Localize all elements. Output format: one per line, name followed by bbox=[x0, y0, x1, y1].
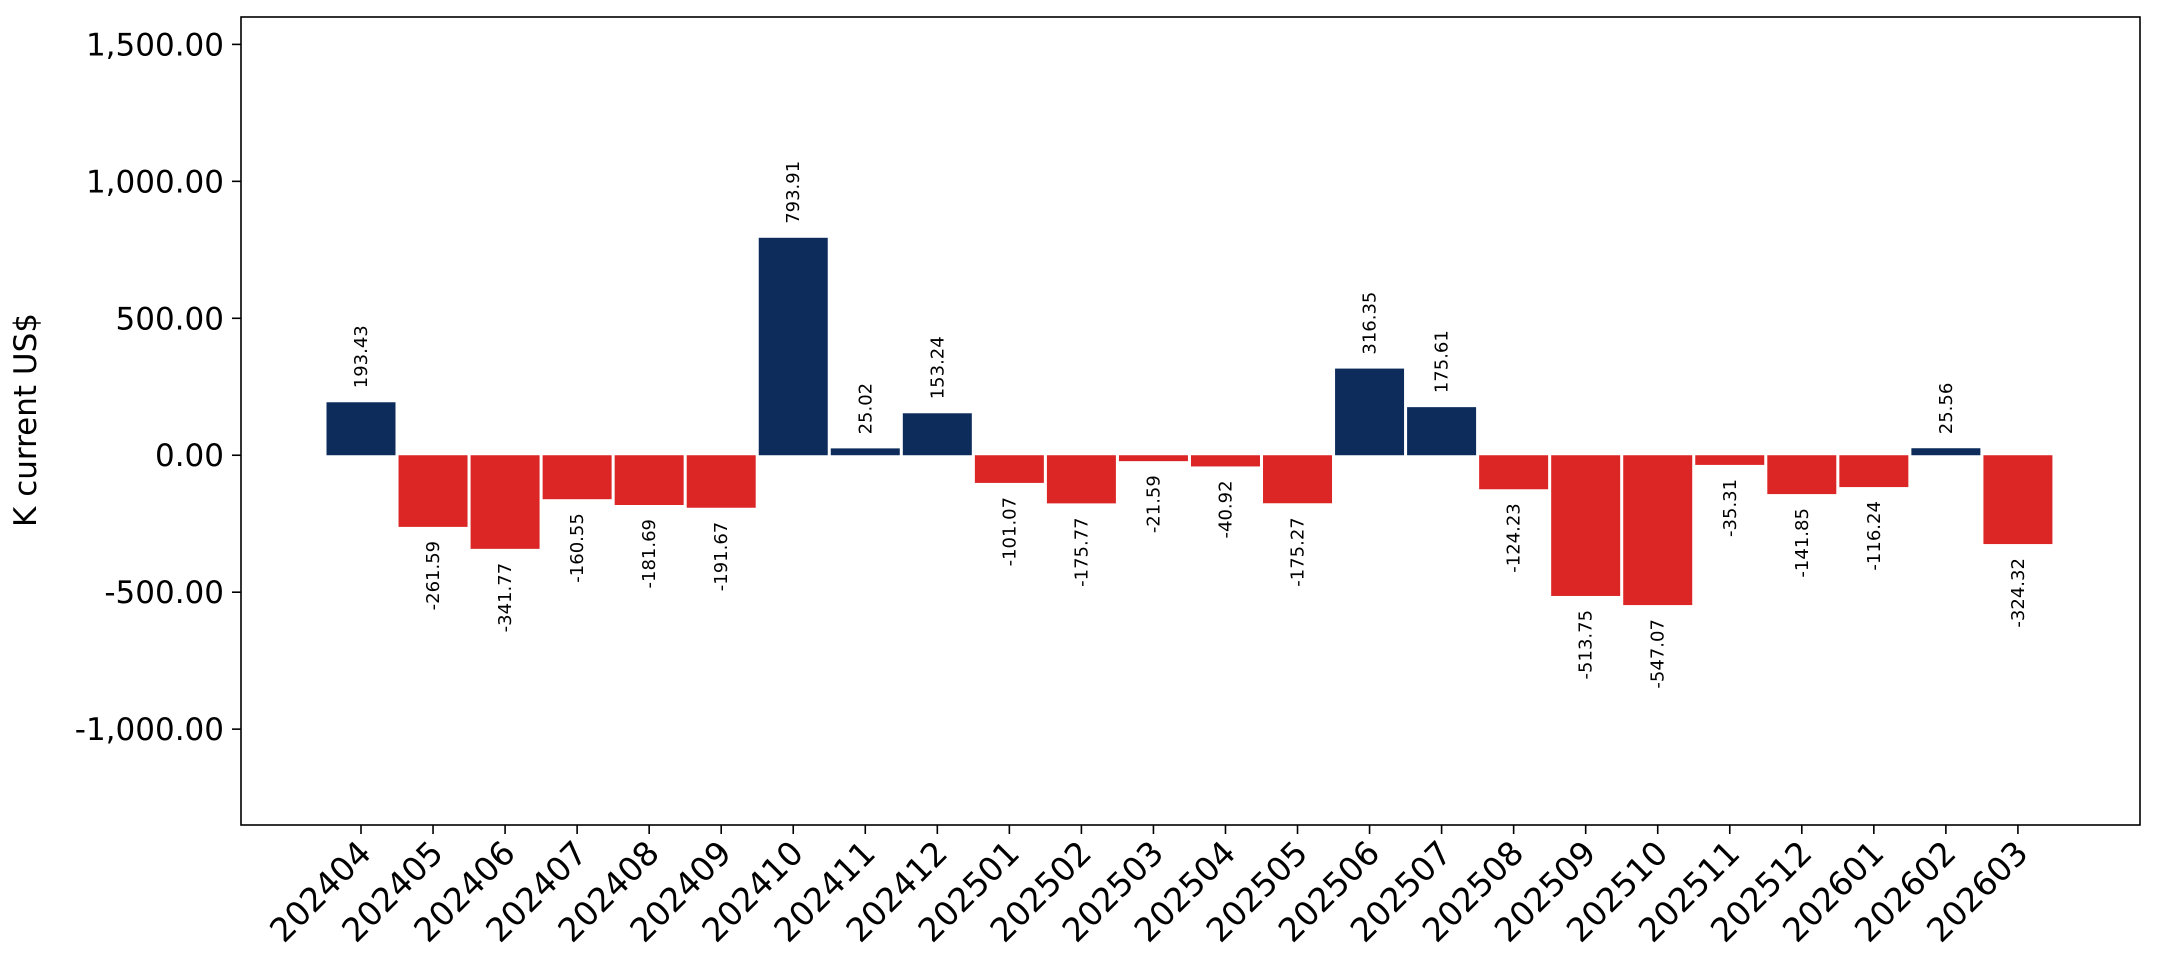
data-labels-layer: 193.43 -261.59 -341.77 -160.55 -181.69 -191.6… bbox=[351, 161, 2029, 689]
data-label-202504: -40.92 bbox=[1215, 480, 1236, 538]
bars-layer bbox=[326, 237, 2053, 606]
data-label-202406: -341.77 bbox=[495, 563, 516, 632]
y-tick-label: 1,000.00 bbox=[86, 164, 224, 200]
data-label-202502: -175.77 bbox=[1071, 517, 1092, 586]
data-label-202505: -175.27 bbox=[1288, 517, 1309, 586]
bar-202406 bbox=[470, 455, 540, 549]
data-label-202503: -21.59 bbox=[1143, 475, 1164, 533]
data-label-202411: 25.02 bbox=[855, 383, 876, 435]
bar-202501 bbox=[974, 455, 1044, 483]
data-label-202407: -160.55 bbox=[567, 513, 588, 582]
bar-202412 bbox=[902, 413, 972, 456]
bar-202602 bbox=[1911, 448, 1981, 456]
bar-202509 bbox=[1551, 455, 1621, 596]
y-axis-label: K current US$ bbox=[8, 313, 44, 527]
bar-202506 bbox=[1335, 368, 1405, 456]
bar-202512 bbox=[1767, 455, 1837, 495]
data-label-202405: -261.59 bbox=[423, 541, 444, 610]
bar-202407 bbox=[542, 455, 612, 500]
bar-202410 bbox=[758, 237, 828, 456]
bar-202508 bbox=[1479, 455, 1549, 490]
bar-202404 bbox=[326, 402, 396, 456]
data-label-202408: -181.69 bbox=[639, 519, 660, 588]
data-label-202509: -513.75 bbox=[1576, 610, 1597, 679]
data-label-202507: 175.61 bbox=[1432, 330, 1453, 393]
plot-frame bbox=[240, 16, 2141, 826]
bar-202505 bbox=[1263, 455, 1333, 504]
bar-202405 bbox=[398, 455, 468, 527]
bar-202408 bbox=[614, 455, 684, 505]
bar-202507 bbox=[1407, 407, 1477, 456]
data-label-202506: 316.35 bbox=[1360, 292, 1381, 355]
bar-202504 bbox=[1190, 455, 1260, 467]
data-label-202602: 25.56 bbox=[1936, 383, 1957, 435]
y-tick-label: -1,000.00 bbox=[75, 712, 224, 748]
data-label-202501: -101.07 bbox=[999, 497, 1020, 566]
y-tick-label: -500.00 bbox=[104, 575, 224, 611]
bar-202603 bbox=[1983, 455, 2053, 545]
y-axis: -1,000.00 -500.00 0.00 500.00 1,000.00 1,500.… bbox=[75, 27, 241, 748]
x-axis: 2024042024052024062024072024082024092024… bbox=[262, 825, 2036, 950]
data-label-202511: -35.31 bbox=[1720, 479, 1741, 537]
bar-202503 bbox=[1118, 455, 1188, 462]
data-label-202410: 793.91 bbox=[783, 161, 804, 224]
data-label-202510: -547.07 bbox=[1648, 619, 1669, 688]
y-tick-label: 1,500.00 bbox=[86, 27, 224, 63]
data-label-202409: -191.67 bbox=[711, 522, 732, 591]
data-label-202601: -116.24 bbox=[1864, 501, 1885, 570]
y-tick-label: 500.00 bbox=[116, 301, 224, 337]
y-tick-label: 0.00 bbox=[155, 438, 224, 474]
data-label-202512: -141.85 bbox=[1792, 508, 1813, 577]
bar-202510 bbox=[1623, 455, 1693, 606]
bar-202411 bbox=[830, 448, 900, 456]
data-label-202603: -324.32 bbox=[2008, 558, 2029, 627]
bar-202511 bbox=[1695, 455, 1765, 465]
data-label-202404: 193.43 bbox=[351, 325, 372, 388]
bar-202601 bbox=[1839, 455, 1909, 488]
bar-202409 bbox=[686, 455, 756, 508]
bar-202502 bbox=[1046, 455, 1116, 504]
data-label-202508: -124.23 bbox=[1504, 503, 1525, 572]
data-label-202412: 153.24 bbox=[927, 336, 948, 399]
